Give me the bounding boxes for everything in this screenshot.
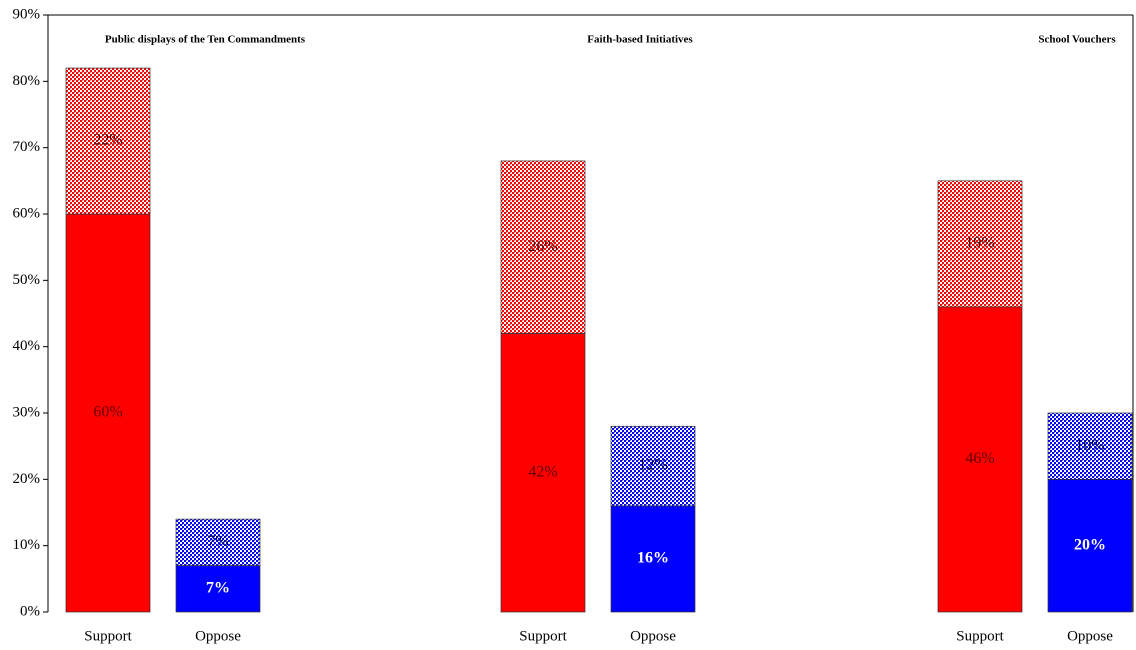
bar-segment	[500, 160, 586, 334]
y-tick-label: 90%	[13, 6, 41, 22]
value-label: 26%	[528, 238, 557, 255]
y-tick-label: 40%	[13, 338, 41, 354]
y-tick-label: 50%	[13, 272, 41, 288]
y-tick-label: 70%	[13, 139, 41, 155]
y-tick-label: 20%	[13, 471, 41, 487]
x-tick-label: Support	[956, 628, 1004, 644]
value-label: 22%	[93, 132, 122, 149]
group-title: School Vouchers	[1038, 34, 1116, 46]
value-label: 60%	[93, 404, 122, 421]
bar-segment	[1047, 412, 1133, 480]
bar-segment	[937, 180, 1023, 308]
bar-segment	[610, 425, 696, 507]
value-label: 42%	[528, 463, 557, 480]
group-title: Public displays of the Ten Commandments	[105, 34, 306, 46]
bar-segment	[937, 306, 1023, 613]
value-label: 46%	[965, 450, 994, 467]
x-tick-label: Oppose	[1067, 628, 1113, 644]
x-tick-label: Oppose	[195, 628, 241, 644]
group-title: Faith-based Initiatives	[587, 34, 693, 46]
value-label: 7%	[207, 533, 228, 550]
y-tick-label: 10%	[13, 537, 41, 553]
y-tick-label: 30%	[13, 404, 41, 420]
bar-segment	[175, 518, 261, 566]
bar-segment	[500, 333, 586, 613]
x-tick-label: Support	[84, 628, 132, 644]
value-label: 10%	[1075, 437, 1104, 454]
bar-segment	[65, 213, 151, 613]
y-tick-label: 0%	[20, 603, 40, 619]
value-label: 7%	[206, 579, 230, 596]
value-label: 16%	[637, 550, 669, 567]
bar-segment	[610, 505, 696, 613]
x-tick-label: Support	[519, 628, 567, 644]
y-tick-label: 80%	[13, 73, 41, 89]
bar-segment	[175, 565, 261, 613]
value-label: 19%	[965, 235, 994, 252]
bar-segment	[65, 67, 151, 215]
x-tick-label: Oppose	[630, 628, 676, 644]
y-tick-label: 60%	[13, 205, 41, 221]
value-label: 20%	[1074, 536, 1106, 553]
value-label: 12%	[638, 457, 667, 474]
